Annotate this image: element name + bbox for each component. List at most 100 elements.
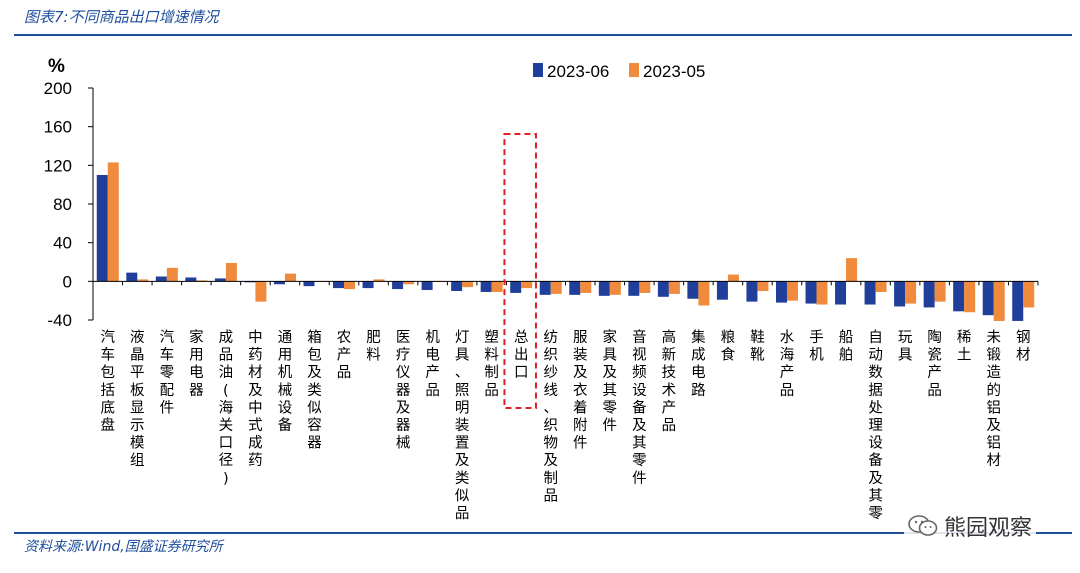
bar-2023-06-1 xyxy=(126,272,138,282)
category-label: 箱包及类似容器 xyxy=(307,329,322,452)
category-label: 汽车包括底盘 xyxy=(101,329,116,434)
category-label: 机电产品 xyxy=(425,329,440,399)
bar-2023-05-19 xyxy=(668,281,680,294)
bar-2023-05-2 xyxy=(166,267,178,282)
bar-2023-05-28 xyxy=(934,281,946,302)
bar-2023-06-31 xyxy=(1012,281,1024,321)
bar-2023-05-10 xyxy=(403,281,415,285)
category-label: 粮食 xyxy=(721,329,736,364)
bar-2023-05-29 xyxy=(964,281,976,313)
legend-label-2023-05: 2023-05 xyxy=(643,62,705,81)
watermark: 熊园观察 xyxy=(904,508,1037,544)
category-label: 稀土 xyxy=(957,329,972,364)
bar-2023-05-5 xyxy=(255,281,267,302)
y-axis: -40 0 40 80 120 160 200 xyxy=(44,79,94,330)
bar-2023-05-9 xyxy=(373,279,385,282)
category-label: 中药材及中式成药 xyxy=(248,329,263,469)
category-label: 自动数据处理设备及其零 xyxy=(868,329,883,522)
category-label: 音视频设备及其零件 xyxy=(632,329,647,487)
bar-2023-06-20 xyxy=(687,281,699,299)
y-tick-label: 200 xyxy=(44,79,72,98)
top-rule xyxy=(14,34,1072,36)
bar-2023-05-1 xyxy=(137,279,149,282)
category-label: 水海产品 xyxy=(780,329,795,399)
bar-2023-06-13 xyxy=(480,281,492,292)
bar-2023-05-23 xyxy=(786,281,798,301)
category-label: 液晶平板显示模组 xyxy=(130,329,145,469)
watermark-text: 熊园观察 xyxy=(944,516,1033,541)
category-label: 高新技术产品 xyxy=(662,329,677,434)
category-label: 总出口 xyxy=(514,329,529,381)
category-label: 汽车零配件 xyxy=(160,329,175,416)
category-label: 灯具、照明装置及类似品 xyxy=(455,329,470,522)
bar-2023-06-22 xyxy=(746,281,758,302)
category-label: 服装及衣着附件 xyxy=(573,330,588,452)
category-label: 家具及其零件 xyxy=(603,329,618,434)
y-tick-label: 0 xyxy=(63,272,72,291)
category-label: 纺织纱线、织物及制品 xyxy=(543,329,558,504)
bar-2023-05-0 xyxy=(107,162,119,282)
bar-2023-06-16 xyxy=(569,281,581,295)
bar-2023-05-4 xyxy=(225,262,237,282)
category-label: 鞋靴 xyxy=(750,329,765,364)
wechat-icon xyxy=(908,515,938,536)
bar-2023-06-23 xyxy=(775,281,787,303)
bottom-rule xyxy=(14,532,1072,534)
bar-2023-05-12 xyxy=(462,281,474,288)
y-tick-label: 160 xyxy=(44,118,72,137)
highlight-rectangle xyxy=(503,133,537,409)
bar-2023-06-0 xyxy=(96,175,108,282)
bar-2023-06-14 xyxy=(510,281,522,293)
bar-2023-06-18 xyxy=(628,281,640,296)
category-label: 成品油(海关口径) xyxy=(219,329,234,487)
category-label: 手机 xyxy=(809,329,824,364)
category-label: 玩具 xyxy=(898,330,913,364)
bar-2023-06-3 xyxy=(185,277,197,282)
bar-2023-05-25 xyxy=(846,258,858,282)
bar-2023-06-9 xyxy=(362,281,374,289)
bar-2023-06-27 xyxy=(894,281,906,307)
bar-2023-06-11 xyxy=(421,281,433,291)
bar-2023-06-4 xyxy=(214,278,226,282)
category-label: 船舶 xyxy=(839,329,854,364)
bar-2023-05-31 xyxy=(1023,281,1035,308)
bar-2023-06-7 xyxy=(303,281,315,287)
source-note: 资料来源:Wind,国盛证券研究所 xyxy=(24,539,223,555)
bar-2023-05-16 xyxy=(580,281,592,293)
category-label: 医疗仪器及器械 xyxy=(396,330,411,452)
bar-2023-06-17 xyxy=(598,281,610,296)
bar-2023-05-27 xyxy=(905,281,917,304)
bar-2023-05-18 xyxy=(639,281,651,293)
bar-2023-05-13 xyxy=(491,281,503,292)
legend-swatch-2023-05 xyxy=(629,63,639,77)
bar-2023-05-30 xyxy=(993,281,1005,321)
y-tick-label: 40 xyxy=(53,234,72,253)
highlight-box xyxy=(503,133,537,409)
bar-2023-06-25 xyxy=(835,281,847,305)
y-unit-label: % xyxy=(48,56,65,77)
legend-swatch-2023-06 xyxy=(533,63,543,77)
bar-2023-06-29 xyxy=(953,281,965,312)
bar-2023-05-8 xyxy=(344,281,356,290)
bar-2023-06-21 xyxy=(716,281,728,300)
bar-2023-05-21 xyxy=(727,274,739,282)
bar-2023-06-8 xyxy=(333,281,345,289)
bar-2023-05-24 xyxy=(816,281,828,305)
bar-chart: -40 0 40 80 120 160 200 汽车包括底盘液晶平板显示模组汽车零配件家用电… xyxy=(44,56,1039,522)
bar-2023-06-6 xyxy=(273,281,285,285)
y-tick-label: -40 xyxy=(47,311,72,330)
bar-2023-06-28 xyxy=(923,281,935,308)
x-axis xyxy=(93,280,1039,286)
bar-2023-06-2 xyxy=(155,276,167,282)
category-label: 陶瓷产品 xyxy=(927,329,942,399)
bar-2023-06-15 xyxy=(539,281,551,295)
category-label: 通用机械设备 xyxy=(278,329,293,434)
bar-2023-06-10 xyxy=(392,281,404,290)
bar-2023-05-15 xyxy=(550,281,562,294)
bar-2023-05-26 xyxy=(875,281,887,292)
category-label: 家用电器 xyxy=(189,329,204,399)
y-tick-label: 80 xyxy=(53,195,72,214)
bar-2023-06-26 xyxy=(864,281,876,305)
figure-title: 图表7:不同商品出口增速情况 xyxy=(24,8,219,26)
